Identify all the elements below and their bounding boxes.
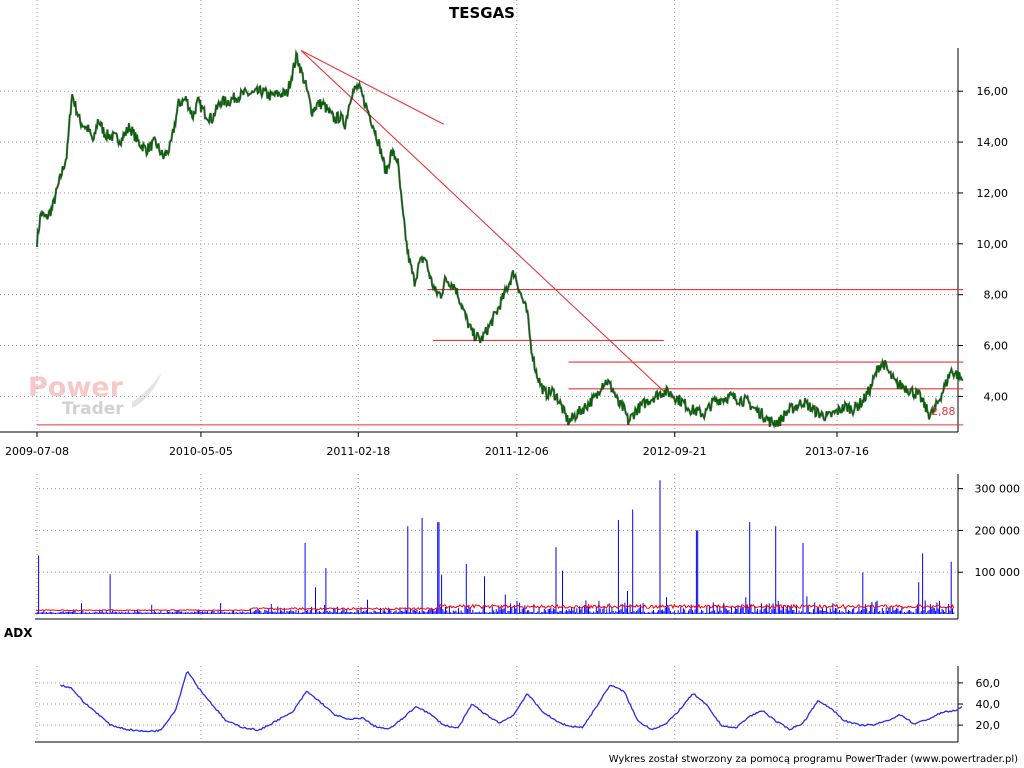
price-y-tick-label: 12,00 (977, 187, 1009, 200)
price-x-tick-label: 2011-12-06 (485, 445, 549, 458)
watermark: Power Trader (28, 372, 162, 419)
adx-label: ADX (4, 626, 33, 640)
volume-y-tick-label: 300 000 (975, 483, 1021, 496)
trendline (300, 50, 665, 392)
adx-y-ticks: 20,0 40,0 60,0 (958, 677, 1000, 732)
price-x-tick-label: 2013-07-16 (805, 445, 869, 458)
volume-bars (35, 480, 955, 614)
price-y-tick-label: 16,00 (977, 85, 1009, 98)
price-x-tick-label: 2012-09-21 (643, 445, 707, 458)
volume-panel: 100 000 200 000 300 000 (35, 474, 1021, 620)
price-y-tick-label: 8,00 (984, 289, 1009, 302)
adx-y-tick-label: 20,0 (976, 719, 1001, 732)
watermark-trader: Trader (62, 399, 124, 419)
price-line (36, 50, 964, 428)
price-line-shadow (35, 48, 964, 429)
watermark-power: Power (28, 372, 124, 403)
adx-panel: ADX 20,0 40,0 60,0 (4, 626, 1000, 743)
price-x-tick-label: 2010-05-05 (169, 445, 233, 458)
trendline (300, 50, 445, 125)
powertrader-logo-icon (132, 372, 162, 408)
price-x-tick-label: 2009-07-08 (5, 445, 69, 458)
volume-moving-average (35, 603, 955, 612)
price-panel: 4,00 6,00 8,00 10,00 12,00 14,00 16,00 2009-07… (0, 0, 1008, 458)
price-x-ticks: 2009-07-08 2010-05-05 2011-02-18 2011-12-06… (5, 432, 869, 458)
trendlines (37, 50, 964, 426)
adx-y-tick-label: 60,0 (976, 677, 1001, 690)
volume-grid (35, 474, 958, 619)
price-x-tick-label: 2011-02-18 (326, 445, 390, 458)
price-y-tick-label: 4,00 (984, 390, 1009, 403)
price-y-ticks: 4,00 6,00 8,00 10,00 12,00 14,00 16,00 (958, 85, 1008, 403)
last-value-label: 2,88 (931, 405, 956, 418)
price-y-tick-label: 6,00 (984, 340, 1009, 353)
adx-y-tick-label: 40,0 (976, 698, 1001, 711)
price-y-tick-label: 14,00 (977, 136, 1009, 149)
volume-y-tick-label: 200 000 (975, 524, 1021, 537)
adx-line (59, 670, 963, 733)
footer-credit: Wykres został stworzony za pomocą progra… (609, 754, 1018, 765)
price-y-tick-label: 10,00 (977, 238, 1009, 251)
volume-y-ticks: 100 000 200 000 300 000 (958, 483, 1021, 579)
price-grid (0, 0, 958, 432)
volume-y-tick-label: 100 000 (975, 566, 1021, 579)
chart-title: TESGAS (449, 4, 515, 22)
adx-grid (35, 666, 958, 742)
